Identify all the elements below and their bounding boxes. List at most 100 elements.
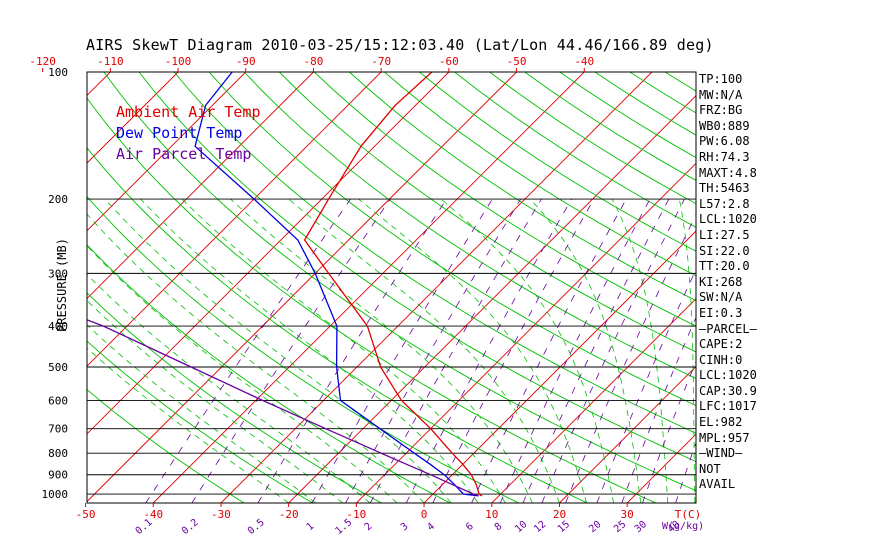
bottom-temp-tick-label: -40 xyxy=(143,508,163,521)
top-temp-tick-label: -110 xyxy=(97,55,124,68)
mixing-ratio-tick-label: 8 xyxy=(493,521,505,533)
legend-dew-point-temp: Dew Point Temp xyxy=(116,124,243,142)
moist-adiabat-line xyxy=(87,273,371,503)
stat-item: —PARCEL— xyxy=(699,321,757,336)
stat-item: LFC:1017 xyxy=(699,399,757,414)
stat-item: NOT xyxy=(699,461,721,476)
ambient-air-temp-line xyxy=(303,72,483,497)
dry-adiabat-line xyxy=(454,72,696,228)
stat-item: WB0:889 xyxy=(699,118,750,133)
dry-adiabat-line xyxy=(87,97,657,503)
isotherm-line xyxy=(0,72,43,503)
legend-ambient-air-temp: Ambient Air Temp xyxy=(116,103,261,121)
mixing-ratio-tick-label: 3 xyxy=(399,521,411,533)
dry-adiabat-line xyxy=(489,72,696,205)
stat-item: MPL:957 xyxy=(699,430,750,445)
isotherm-line xyxy=(87,72,382,367)
pressure-tick-label: 800 xyxy=(48,447,68,460)
mixing-ratio-line xyxy=(522,198,670,503)
moist-adiabat-line xyxy=(288,198,560,503)
bottom-temp-tick-label: -10 xyxy=(346,508,366,521)
pressure-tick-label: 100 xyxy=(48,66,68,79)
stat-item: CAP:30.9 xyxy=(699,383,757,398)
mixing-ratio-tick-label: 12 xyxy=(532,519,548,535)
mixing-ratio-tick-label: 25 xyxy=(612,519,628,535)
mixing-ratio-line xyxy=(191,198,391,503)
mixing-ratio-tick-label: 30 xyxy=(633,519,649,535)
dry-adiabat-line xyxy=(524,72,696,181)
stat-item: FRZ:BG xyxy=(699,103,743,118)
mixing-ratio-tick-label: 0.2 xyxy=(180,517,201,537)
mixing-ratio-line xyxy=(311,198,493,503)
axis-ticks xyxy=(42,68,628,507)
stat-item: PW:6.08 xyxy=(699,134,750,149)
stat-item: AVAIL xyxy=(699,477,736,492)
mixing-ratio-tick-label: 20 xyxy=(587,519,603,535)
dry-adiabat-line xyxy=(87,195,519,503)
top-temp-tick-label: -90 xyxy=(236,55,256,68)
dry-adiabat-lines xyxy=(87,72,696,503)
air-parcel-temp-line xyxy=(87,319,479,497)
dry-adiabat-line xyxy=(313,72,696,327)
chart-title: AIRS SkewT Diagram 2010-03-25/15:12:03.4… xyxy=(86,36,714,54)
pressure-tick-label: 700 xyxy=(48,423,68,436)
top-temp-tick-label: -120 xyxy=(29,55,56,68)
moist-adiabat-line xyxy=(529,198,642,503)
pressure-tick-label: 200 xyxy=(48,193,68,206)
dry-adiabat-line xyxy=(278,72,696,353)
pressure-tick-label: 500 xyxy=(48,361,68,374)
stat-item: —WIND— xyxy=(699,446,743,461)
temp-unit-label: T(C) xyxy=(675,508,702,521)
stat-item: TP:100 xyxy=(699,72,743,86)
bottom-temp-tick-label: 10 xyxy=(485,508,498,521)
stat-item: MW:N/A xyxy=(699,87,743,102)
mixing-ratio-line xyxy=(345,198,522,503)
pressure-tick-label: 300 xyxy=(48,267,68,280)
mixing-ratio-line xyxy=(369,198,542,503)
dry-adiabat-line xyxy=(208,72,696,407)
moist-adiabat-line xyxy=(611,198,669,503)
stat-item: TH:5463 xyxy=(699,181,750,196)
bottom-temp-tick-label: -20 xyxy=(279,508,299,521)
pressure-tick-label: 900 xyxy=(48,469,68,482)
mixing-ratio-line xyxy=(257,198,447,503)
dry-adiabat-line xyxy=(87,340,313,503)
isotherm-line xyxy=(87,72,450,435)
mixing-ratio-tick-label: 6 xyxy=(464,521,476,533)
dry-adiabat-line xyxy=(349,72,696,302)
stat-item: EI:0.3 xyxy=(699,305,743,320)
stat-item: LCL:1020 xyxy=(699,212,757,227)
isotherm-line xyxy=(423,230,696,503)
moist-adiabat-line xyxy=(358,198,587,503)
moist-adiabat-line xyxy=(87,300,344,503)
plot-frame xyxy=(86,71,697,504)
isotherm-line xyxy=(87,72,517,503)
stat-item: KI:268 xyxy=(699,274,743,289)
mixing-ratio-tick-label: 0.5 xyxy=(246,517,267,537)
dry-adiabat-line xyxy=(87,244,451,503)
top-temp-tick-label: -70 xyxy=(371,55,391,68)
y-axis-label: PRESSURE (MB) xyxy=(55,238,69,332)
isotherm-line xyxy=(830,72,870,503)
dry-adiabat-line xyxy=(87,147,588,503)
moist-adiabat-line xyxy=(140,198,479,503)
isotherm-line xyxy=(288,95,696,503)
mixing-ratio-tick-label: 4 xyxy=(425,521,437,533)
isotherm-line xyxy=(87,72,179,164)
stat-item: LCL:1020 xyxy=(699,368,757,383)
stat-item: TT:20.0 xyxy=(699,259,750,274)
bottom-temp-tick-label: -50 xyxy=(76,508,96,521)
stat-item: EL:982 xyxy=(699,415,743,430)
stat-item: MAXT:4.8 xyxy=(699,165,757,180)
moist-adiabat-line xyxy=(104,198,452,503)
bottom-temp-tick-label: -30 xyxy=(211,508,231,521)
pressure-tick-label: 400 xyxy=(48,320,68,333)
sounding-stats-panel: TP:100 MW:N/A FRZ:BG WB0:889 PW:6.08 RH:74.3 M… xyxy=(699,72,757,493)
stat-item: SI:22.0 xyxy=(699,243,750,258)
legend-air-parcel-temp: Air Parcel Temp xyxy=(116,145,252,163)
moist-adiabat-line xyxy=(181,198,506,503)
bottom-temp-tick-label: 30 xyxy=(621,508,634,521)
mixing-ratio-line xyxy=(405,198,573,503)
isotherm-line xyxy=(559,365,696,503)
isotherm-line xyxy=(220,72,653,503)
